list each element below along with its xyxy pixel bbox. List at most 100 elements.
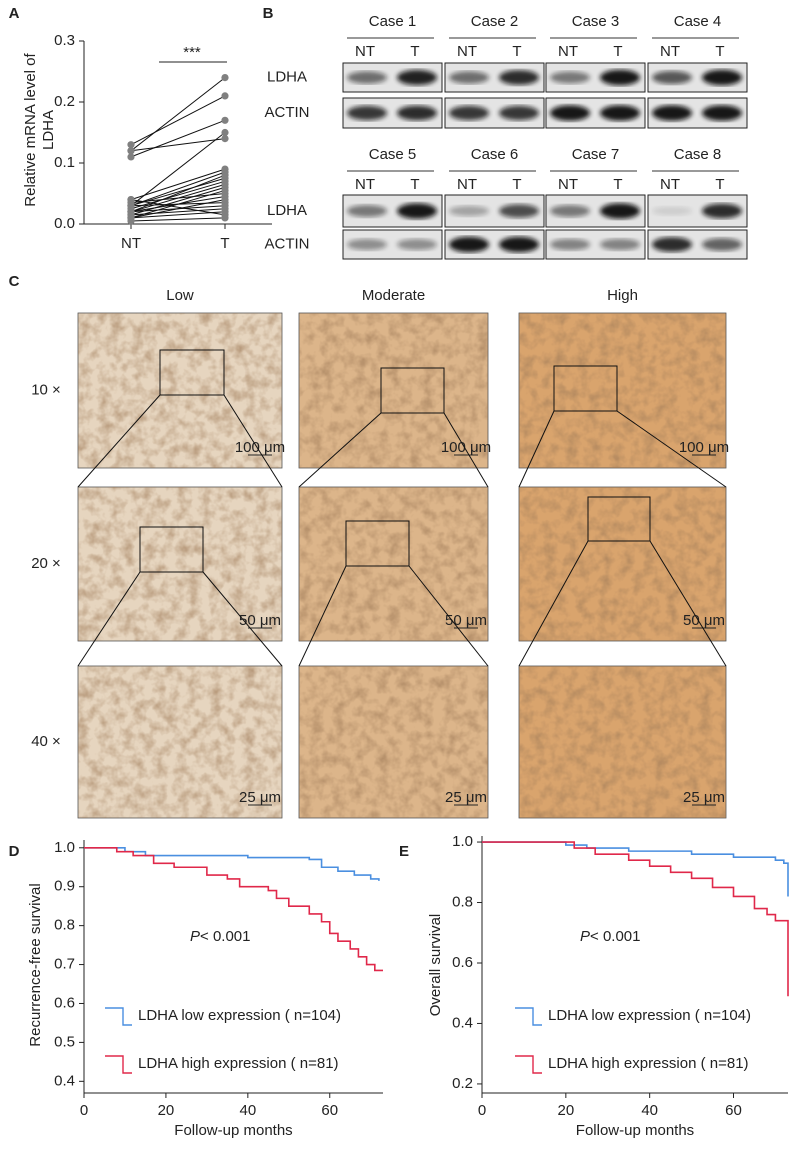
y-axis-label: Relative mRNA level of LDHA bbox=[22, 53, 57, 207]
zoom-line bbox=[298, 412, 382, 488]
pair-line bbox=[130, 119, 226, 158]
zoom-box bbox=[380, 367, 445, 414]
point bbox=[127, 217, 135, 225]
case-label: Case 2 bbox=[471, 13, 519, 30]
blot-row-label: ACTIN bbox=[265, 104, 310, 121]
scale-bar-label: 100 μm bbox=[679, 439, 729, 456]
pair-line bbox=[130, 171, 226, 207]
x-axis-label: Follow-up months bbox=[576, 1122, 694, 1139]
p-symbol: P bbox=[580, 928, 590, 945]
case-label: Case 6 bbox=[471, 146, 519, 163]
point bbox=[221, 74, 229, 82]
case-label: Case 1 bbox=[369, 13, 417, 30]
blot-band bbox=[397, 203, 437, 219]
pair-line bbox=[130, 208, 226, 216]
zoom-line bbox=[298, 565, 347, 667]
y-tick-label: 0.7 bbox=[54, 956, 75, 973]
ihc-texture bbox=[78, 313, 282, 468]
x-tick-label: 40 bbox=[239, 1102, 256, 1119]
y-tick-label: 0.6 bbox=[54, 994, 75, 1011]
pair-line bbox=[130, 193, 226, 204]
ihc-texture bbox=[299, 313, 488, 468]
scale-bar-label: 50 μm bbox=[683, 612, 725, 629]
lane-label: NT bbox=[355, 43, 375, 60]
ihc-texture bbox=[299, 487, 488, 641]
survival-curve bbox=[84, 846, 380, 881]
zoom-line bbox=[77, 571, 141, 667]
survival-curve bbox=[482, 841, 789, 897]
x-tick-label: 40 bbox=[641, 1102, 658, 1119]
y-tick-label: 0.5 bbox=[54, 1033, 75, 1050]
panel-label: A bbox=[9, 5, 20, 22]
lane-label: NT bbox=[457, 43, 477, 60]
blot-band bbox=[499, 105, 539, 121]
point bbox=[221, 116, 229, 124]
pair-line bbox=[130, 199, 226, 216]
zoom-line bbox=[223, 394, 283, 488]
y-axis-label: Recurrence-free survival bbox=[27, 883, 44, 1047]
x-tick-label: 0 bbox=[80, 1102, 88, 1119]
y-tick-label: 0.8 bbox=[452, 893, 473, 910]
ihc-column-label: Moderate bbox=[362, 287, 425, 304]
lane-label: NT bbox=[660, 43, 680, 60]
point bbox=[221, 214, 229, 222]
pair-line bbox=[130, 217, 226, 222]
scale-bar-label: 25 μm bbox=[445, 789, 487, 806]
blot-row-label: LDHA bbox=[267, 68, 307, 85]
ihc-texture bbox=[519, 666, 726, 818]
y-tick-label: 1.0 bbox=[54, 839, 75, 856]
lane-label: T bbox=[512, 43, 521, 60]
lane-label: NT bbox=[355, 176, 375, 193]
legend-label: LDHA high expression ( n=81) bbox=[138, 1055, 339, 1072]
ihc-column-label: High bbox=[607, 287, 638, 304]
lane-label: NT bbox=[660, 176, 680, 193]
lane-label: T bbox=[410, 176, 419, 193]
y-tick-label: 0.1 bbox=[54, 154, 75, 171]
zoom-line bbox=[443, 412, 489, 488]
pair-line bbox=[130, 138, 226, 152]
zoom-line bbox=[616, 410, 727, 488]
zoom-line bbox=[518, 410, 555, 488]
blot-band bbox=[397, 105, 437, 121]
point bbox=[127, 153, 135, 161]
panel-label: B bbox=[263, 5, 274, 22]
x-tick-label: 20 bbox=[557, 1102, 574, 1119]
blot-band bbox=[550, 105, 590, 121]
case-label: Case 4 bbox=[674, 13, 722, 30]
blot-band bbox=[499, 70, 539, 85]
p-symbol: P bbox=[190, 928, 200, 945]
blot-band bbox=[397, 238, 437, 251]
blot-band bbox=[652, 206, 692, 216]
zoom-line bbox=[202, 571, 283, 667]
x-tick-label: 0 bbox=[478, 1102, 486, 1119]
pair-line bbox=[130, 186, 226, 216]
scale-bar-label: 100 μm bbox=[235, 439, 285, 456]
panel-label: D bbox=[9, 843, 20, 860]
blot-band bbox=[499, 236, 539, 253]
zoom-box bbox=[345, 520, 410, 567]
blot-band bbox=[397, 69, 437, 86]
zoom-box bbox=[139, 526, 204, 573]
legend-icon bbox=[515, 1007, 542, 1026]
survival-curve bbox=[482, 841, 789, 997]
lane-label: NT bbox=[558, 176, 578, 193]
y-tick-label: 0.4 bbox=[54, 1072, 75, 1089]
p-value: P< 0.001 bbox=[190, 928, 250, 945]
blot-band bbox=[550, 205, 590, 217]
point bbox=[127, 202, 135, 210]
blot-band bbox=[550, 71, 590, 84]
point bbox=[221, 135, 229, 143]
y-tick-label: 0.2 bbox=[452, 1075, 473, 1092]
ihc-column-label: Low bbox=[166, 287, 194, 304]
point bbox=[127, 141, 135, 149]
scale-bar-label: 100 μm bbox=[441, 439, 491, 456]
ihc-texture bbox=[78, 666, 282, 818]
y-tick-label: 0.6 bbox=[452, 954, 473, 971]
x-tick-label: T bbox=[220, 235, 229, 252]
p-value-text: < 0.001 bbox=[590, 928, 640, 945]
lane-label: NT bbox=[457, 176, 477, 193]
y-tick-label: 1.0 bbox=[452, 833, 473, 850]
ihc-row-label: 40 × bbox=[31, 733, 61, 750]
